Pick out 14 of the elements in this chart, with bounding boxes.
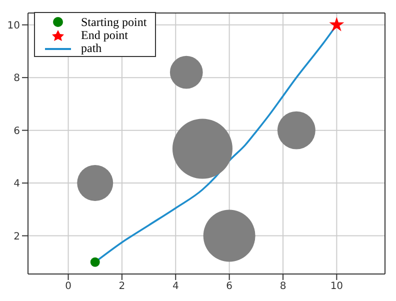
legend-label: End point	[81, 28, 128, 42]
y-tick-label: 10	[7, 20, 20, 32]
legend-label: path	[81, 40, 102, 54]
y-tick-label: 4	[14, 178, 20, 190]
x-tick-label: 2	[118, 281, 126, 292]
legend-label: Starting point	[81, 14, 147, 28]
x-tick-label: 0	[65, 281, 72, 292]
y-tick-label: 6	[14, 126, 20, 137]
x-tick-label: 4	[172, 281, 179, 292]
y-tick-label: 2	[14, 231, 20, 242]
x-tick-label: 10	[330, 281, 344, 292]
y-tick-label: 8	[14, 73, 20, 84]
x-tick-label: 6	[226, 281, 233, 292]
x-tick-label: 8	[280, 281, 286, 292]
